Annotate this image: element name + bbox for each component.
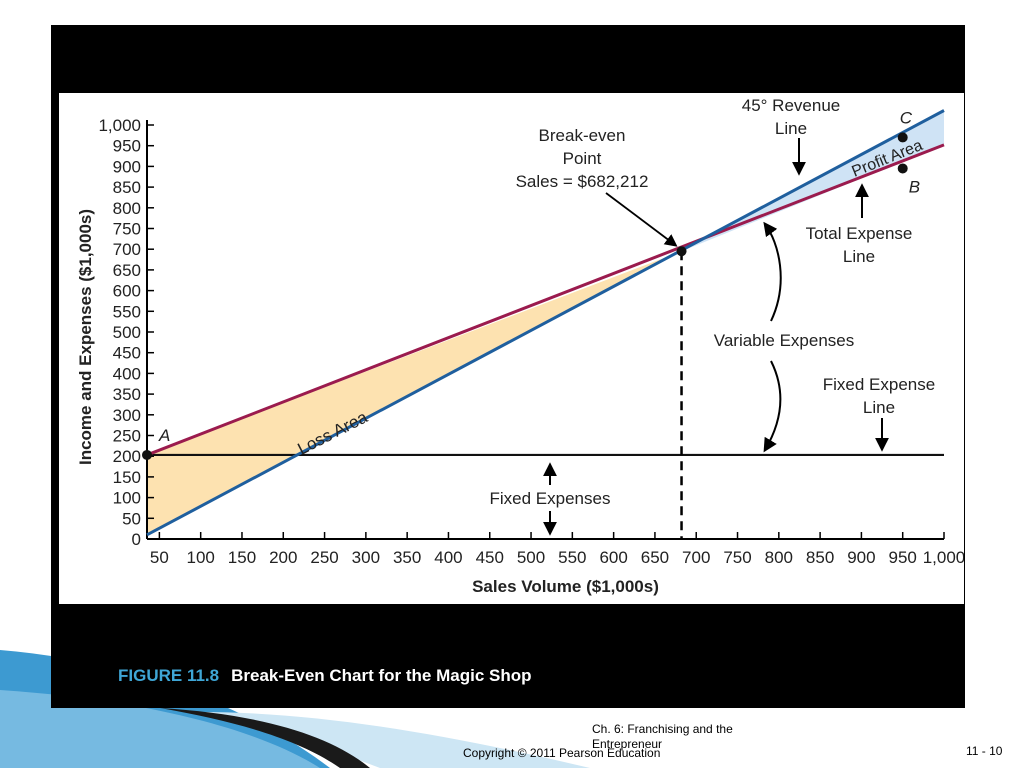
figure-number: FIGURE 11.8	[118, 666, 220, 685]
y-tick-label: 900	[113, 157, 141, 176]
point-c	[897, 132, 908, 143]
y-tick-label: 950	[113, 137, 141, 156]
y-tick-label: 150	[113, 468, 141, 487]
figure-caption: FIGURE 11.8 Break-Even Chart for the Magi…	[118, 666, 532, 686]
x-tick-label: 400	[434, 548, 462, 567]
y-axis-label: Income and Expenses ($1,000s)	[76, 209, 95, 465]
variable-expenses-annotation: Variable Expenses	[714, 331, 855, 350]
y-tick-label: 100	[113, 489, 141, 508]
revenue-line-annotation: Line	[775, 119, 807, 138]
break-even-chart: 0501001502002503003504004505005506006507…	[76, 96, 964, 596]
x-tick-label: 900	[847, 548, 875, 567]
x-tick-label: 850	[806, 548, 834, 567]
point-b	[897, 163, 908, 174]
break-even-point	[676, 246, 687, 257]
x-tick-label: 250	[310, 548, 338, 567]
total-expense-annotation: Line	[843, 247, 875, 266]
x-tick-label: 50	[150, 548, 169, 567]
x-tick-label: 700	[682, 548, 710, 567]
y-tick-label: 700	[113, 240, 141, 259]
y-tick-label: 600	[113, 282, 141, 301]
x-tick-label: 500	[517, 548, 545, 567]
break-even-arrow	[605, 192, 678, 247]
y-tick-label: 300	[113, 406, 141, 425]
variable-expenses-arrow-up	[763, 221, 782, 322]
y-tick-label: 250	[113, 427, 141, 446]
point-label-b: B	[909, 177, 920, 196]
swoosh-dark-shape	[160, 708, 370, 768]
x-tick-label: 800	[765, 548, 793, 567]
revenue-line-annotation: 45° Revenue	[742, 96, 840, 115]
revenue-line	[146, 109, 945, 537]
break-even-annotation: Point	[563, 149, 602, 168]
y-tick-label: 800	[113, 199, 141, 218]
x-tick-label: 100	[186, 548, 214, 567]
total-expense-line	[146, 143, 945, 457]
x-tick-label: 150	[228, 548, 256, 567]
y-tick-label: 450	[113, 344, 141, 363]
x-tick-label: 350	[393, 548, 421, 567]
y-tick-label: 750	[113, 220, 141, 239]
slide-number: 11 - 10	[966, 744, 1003, 758]
x-tick-label: 750	[723, 548, 751, 567]
figure-title: Break-Even Chart for the Magic Shop	[231, 666, 532, 685]
y-tick-label: 400	[113, 364, 141, 383]
y-tick-label: 200	[113, 447, 141, 466]
copyright-label: Copyright © 2011 Pearson Education	[463, 746, 661, 760]
break-even-annotation: Sales = $682,212	[516, 172, 649, 191]
point-label-a: A	[158, 426, 170, 445]
y-tick-label: 500	[113, 323, 141, 342]
x-tick-label: 950	[889, 548, 917, 567]
fixed-expenses-annotation: Fixed Expenses	[490, 489, 611, 508]
y-tick-label: 650	[113, 261, 141, 280]
y-tick-label: 1,000	[98, 116, 141, 135]
x-tick-label: 600	[599, 548, 627, 567]
point-a	[142, 449, 152, 460]
x-tick-label: 450	[476, 548, 504, 567]
y-tick-label: 0	[132, 530, 141, 549]
x-tick-label: 200	[269, 548, 297, 567]
chart-area: 0 50 100 150 200 250 300 350 400 450 500 550 600 650 7…	[59, 93, 964, 604]
y-tick-label: 350	[113, 385, 141, 404]
swoosh-pale-shape	[200, 712, 590, 768]
x-tick-label: 550	[558, 548, 586, 567]
swoosh-light-shape	[0, 690, 320, 768]
y-tick-label: 550	[113, 302, 141, 321]
x-tick-label: 650	[641, 548, 669, 567]
x-tick-label: 300	[352, 548, 380, 567]
variable-expenses-arrow-down	[763, 360, 782, 453]
point-label-c: C	[900, 108, 913, 127]
x-axis-label: Sales Volume ($1,000s)	[472, 577, 659, 596]
y-tick-label: 850	[113, 178, 141, 197]
x-tick-label: 1,000	[923, 548, 964, 567]
y-tick-label: 50	[122, 509, 141, 528]
fixed-expense-line-annotation: Line	[863, 398, 895, 417]
total-expense-annotation: Total Expense	[806, 224, 913, 243]
fixed-expense-line-annotation: Fixed Expense	[823, 375, 935, 394]
chapter-label: Ch. 6: Franchising and the Entrepreneur	[592, 722, 733, 751]
break-even-annotation: Break-even	[539, 126, 626, 145]
